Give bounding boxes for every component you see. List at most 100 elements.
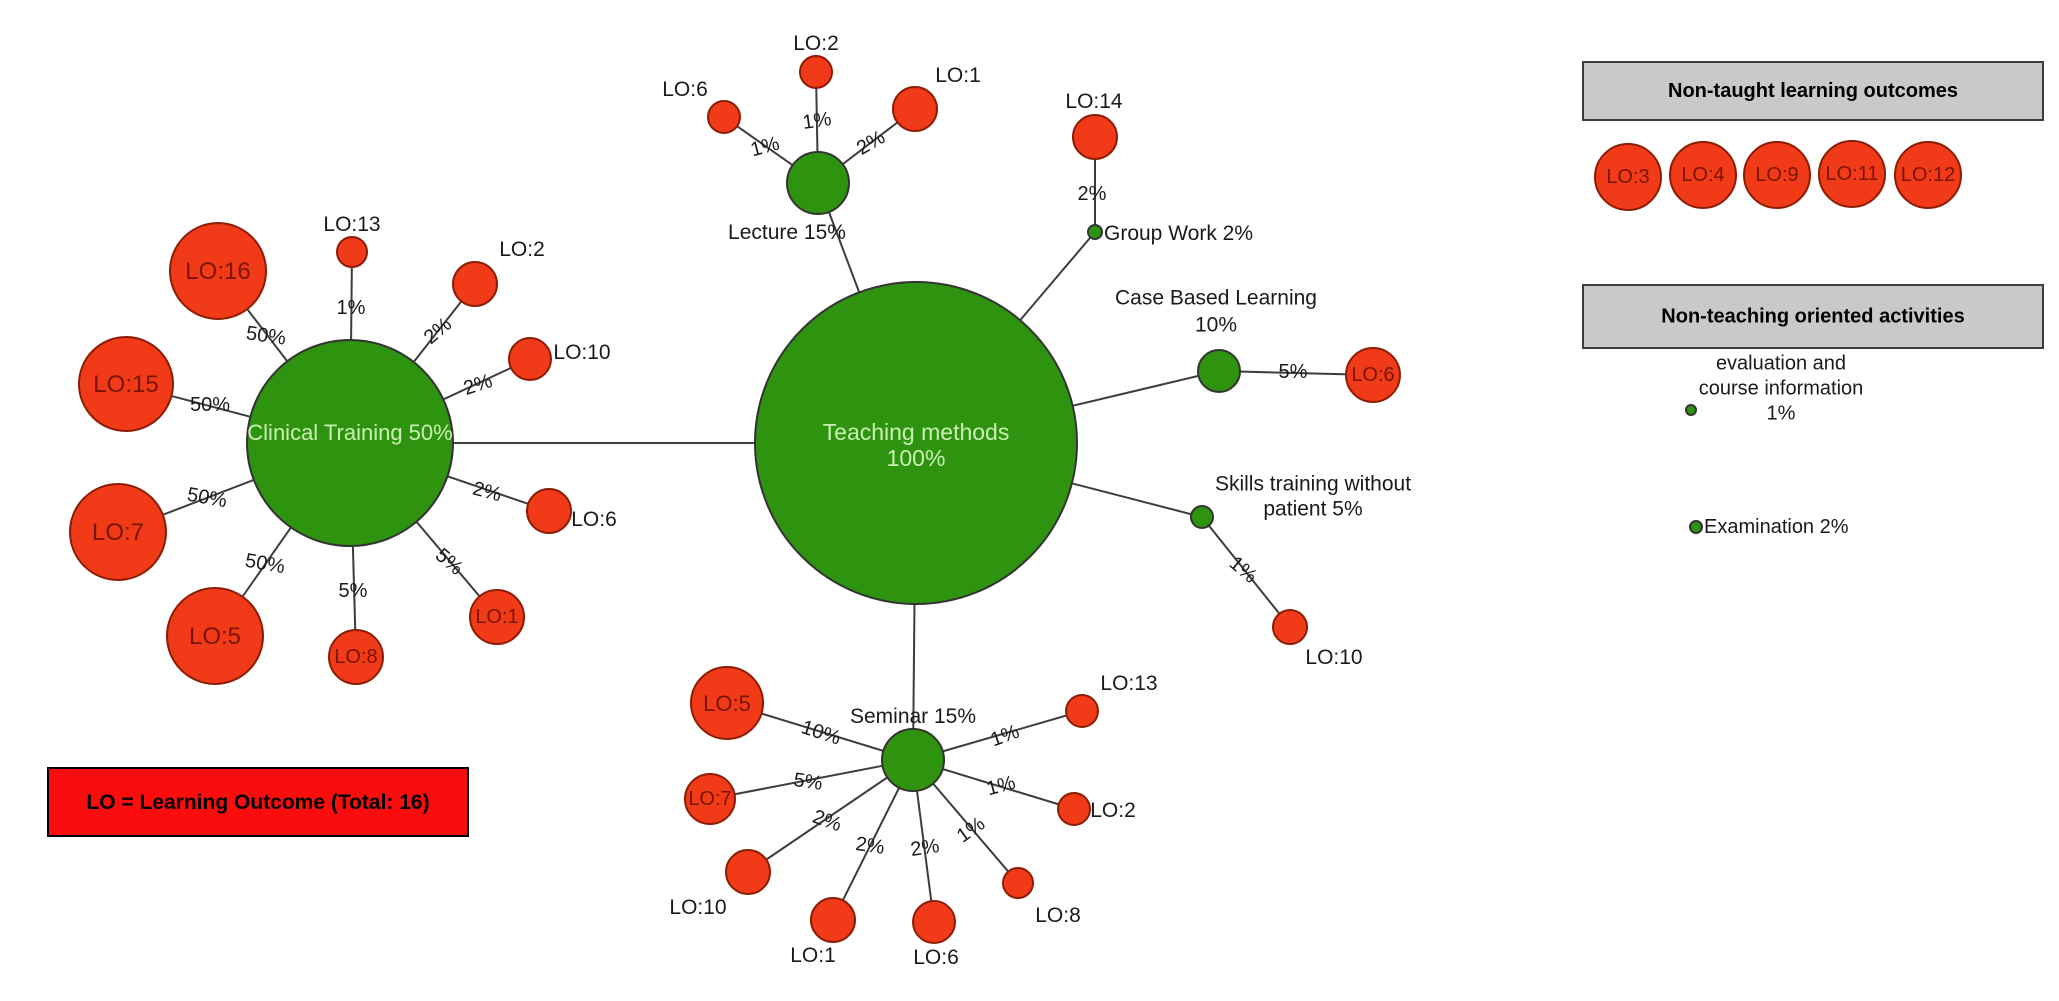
node-nt-lo4-circle (1669, 141, 1737, 209)
edge-label-seminar-sem-lo5: 10% (799, 716, 844, 749)
boxes-layer: Non-taught learning outcomes Non-teaching… (47, 61, 2044, 837)
node-cbl-lo6-label: LO:6 (1351, 364, 1394, 386)
edge-label-seminar-sem-lo2: 1% (984, 772, 1018, 801)
edge-label-clinical-training-ct-lo7: 50% (185, 484, 228, 513)
node-nt-lo9-circle (1743, 141, 1811, 209)
edge-label-seminar-sem-lo7: 5% (792, 769, 824, 795)
node-ct-lo13-circle (336, 236, 368, 268)
edge-label-group-work-gw-lo14: 2% (1078, 183, 1107, 205)
nodes-layer (69, 55, 1962, 944)
node-ct-lo8-circle (328, 629, 384, 685)
node-ct-lo2-circle (452, 261, 498, 307)
node-case-based-learning-circle (1197, 349, 1241, 393)
node-sem-lo6-label: LO:6 (913, 946, 959, 969)
node-sem-lo5-circle (690, 666, 764, 740)
node-lec-lo1-circle (892, 86, 938, 132)
node-gw-lo14-circle (1072, 114, 1118, 160)
node-lec-lo6-circle (707, 100, 741, 134)
node-ct-lo2-label: LO:2 (499, 238, 545, 261)
node-ct-lo7-circle (69, 483, 167, 581)
node-sem-lo7-label: LO:7 (688, 788, 731, 810)
edge-label-seminar-sem-lo6: 2% (909, 835, 941, 861)
node-ct-lo6-circle (526, 488, 572, 534)
node-examination-dot-circle (1689, 520, 1703, 534)
node-sem-lo6-circle (912, 900, 956, 944)
node-skills-training-label: Skills training without patient 5% (1215, 472, 1411, 520)
node-sem-lo8-label: LO:8 (1035, 904, 1081, 927)
edge-label-lecture-lec-lo1: 2% (853, 126, 889, 160)
node-sem-lo5-label: LO:5 (703, 691, 751, 716)
node-sem-lo10-label: LO:10 (669, 896, 726, 919)
edge-label-case-based-learning-cbl-lo6: 5% (1279, 361, 1308, 383)
node-lecture-circle (786, 151, 850, 215)
non-taught-header-box (1582, 61, 2044, 121)
edge-label-clinical-training-ct-lo13: 1% (337, 297, 366, 319)
node-ct-lo10-circle (508, 337, 552, 381)
node-lec-lo2-circle (799, 55, 833, 89)
legend-box (47, 767, 469, 837)
node-sem-lo13-label: LO:13 (1100, 672, 1157, 695)
node-nt-lo3-label: LO:3 (1606, 166, 1649, 188)
edge-label-skills-training-st-lo10: 1% (1225, 552, 1261, 588)
edge-label-lecture-lec-lo2: 1% (801, 108, 833, 134)
node-gw-lo14-label: LO:14 (1065, 90, 1123, 113)
node-nt-lo11-circle (1818, 140, 1886, 208)
non-teaching-header-label: Non-teaching oriented activities (1661, 306, 1964, 328)
edge-label-clinical-training-ct-lo10: 2% (461, 370, 495, 400)
node-nt-lo12-circle (1894, 141, 1962, 209)
node-examination-dot-label: Examination 2% (1704, 516, 1849, 538)
node-ct-lo1-label: LO:1 (475, 606, 518, 628)
node-sem-lo2-label: LO:2 (1090, 799, 1136, 822)
node-cbl-lo6-circle (1345, 347, 1401, 403)
node-teaching-methods-label: Teaching methods 100% (823, 419, 1010, 471)
node-nt-lo11-label: LO:11 (1826, 163, 1879, 185)
node-ct-lo5-label: LO:5 (189, 623, 241, 650)
node-sem-lo8-circle (1002, 867, 1034, 899)
node-ct-lo8-label: LO:8 (334, 646, 377, 668)
edge-label-clinical-training-ct-lo5: 50% (243, 550, 286, 579)
node-case-based-learning-label: Case Based Learning 10% (1115, 286, 1317, 336)
node-sem-lo7-circle (684, 773, 736, 825)
node-st-lo10-circle (1272, 609, 1308, 645)
node-labels-layer: Teaching methods 100% Clinical Training 50… (92, 32, 1955, 969)
non-teaching-header-box (1582, 284, 2044, 349)
edge-label-seminar-sem-lo1: 2% (854, 833, 886, 859)
node-clinical-training-circle (246, 339, 454, 547)
node-midcourse-dot-circle (1685, 404, 1697, 416)
node-ct-lo16-label: LO:16 (185, 258, 250, 285)
node-lec-lo1-label: LO:1 (935, 64, 981, 87)
node-sem-lo10-circle (725, 849, 771, 895)
legend-label: LO = Learning Outcome (Total: 16) (86, 791, 429, 814)
node-ct-lo16-circle (169, 222, 267, 320)
node-lec-lo6-label: LO:6 (662, 78, 708, 101)
edge-label-seminar-sem-lo13: 1% (988, 721, 1023, 752)
node-ct-lo5-circle (166, 587, 264, 685)
edge-label-clinical-training-ct-lo16: 50% (245, 322, 288, 349)
edge-skills-training-st-lo10 (1201, 516, 1291, 628)
node-ct-lo15-label: LO:15 (93, 371, 158, 398)
node-ct-lo10-label: LO:10 (553, 341, 610, 364)
edge-label-clinical-training-ct-lo6: 2% (470, 478, 504, 507)
node-ct-lo6-label: LO:6 (571, 508, 617, 531)
node-lec-lo2-label: LO:2 (793, 32, 839, 55)
non-taught-header-label: Non-taught learning outcomes (1668, 80, 1958, 102)
node-ct-lo1-circle (469, 589, 525, 645)
edge-label-clinical-training-ct-lo15: 50% (190, 394, 230, 416)
node-ct-lo7-label: LO:7 (92, 519, 144, 546)
edge-label-clinical-training-ct-lo2: 2% (420, 313, 456, 349)
edge-label-clinical-training-ct-lo8: 5% (339, 580, 368, 602)
edge-seminar-sem-lo10 (747, 759, 914, 873)
node-teaching-methods-circle (754, 281, 1078, 605)
node-sem-lo1-circle (810, 897, 856, 943)
node-nt-lo12-label: LO:12 (1901, 164, 1955, 186)
node-group-work-label: Group Work 2% (1104, 222, 1253, 245)
node-sem-lo1-label: LO:1 (790, 944, 836, 967)
node-lecture-label: Lecture 15% (728, 221, 846, 244)
node-nt-lo9-label: LO:9 (1755, 164, 1798, 186)
node-group-work-circle (1087, 224, 1103, 240)
edge-seminar-sem-lo7 (709, 759, 914, 800)
node-nt-lo4-label: LO:4 (1681, 164, 1724, 186)
node-ct-lo15-circle (78, 336, 174, 432)
